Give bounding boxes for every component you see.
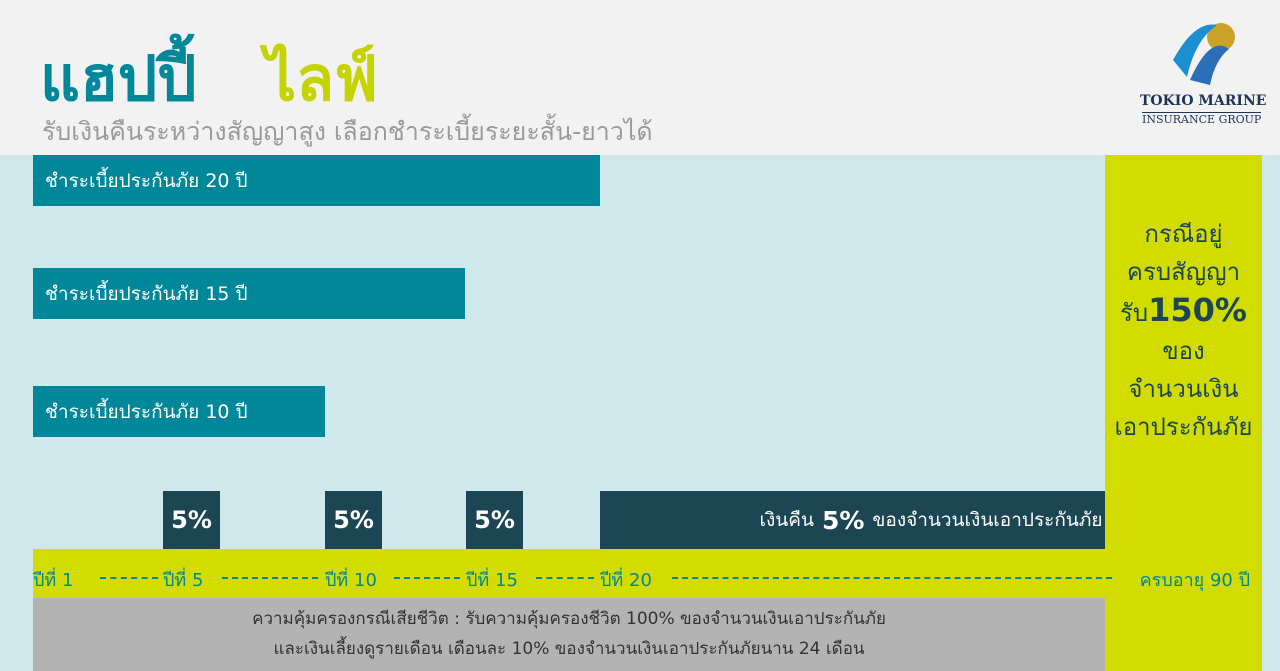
payment-bar: ชำระเบี้ยประกันภัย 10 ปี [33, 386, 325, 437]
maturity-line: เอาประกันภัย [1114, 413, 1253, 441]
death-benefit: ความคุ้มครองกรณีเสียชีวิต : รับความคุ้มค… [33, 598, 1105, 671]
payment-bar: ชำระเบี้ยประกันภัย 20 ปี [33, 155, 600, 206]
maturity-line: ครบสัญญา [1126, 258, 1241, 286]
death-benefit-line: และเงินเลี้ยงดูรายเดือน เดือนละ 10% ของจ… [273, 639, 865, 659]
logo-mark [1173, 23, 1235, 85]
dash [222, 577, 318, 579]
timeline-label: ครบอายุ 90 ปี [1139, 570, 1250, 591]
payout-box: 5% [163, 491, 220, 549]
title: ไลฟ์ [265, 42, 379, 115]
header [0, 0, 1280, 155]
death-benefit-line: ความคุ้มครองกรณีเสียชีวิต : รับความคุ้มค… [252, 609, 886, 629]
payout-text: ของจำนวนเงินเอาประกันภัย [872, 509, 1103, 531]
title: แฮปปี้ [40, 42, 197, 115]
maturity-line: รับ150% [1105, 291, 1262, 332]
dash [536, 577, 594, 579]
dash [394, 577, 460, 579]
maturity-line: กรณีอยู่ [1144, 220, 1223, 248]
maturity-rate: 150% [1148, 291, 1247, 329]
maturity-line: ของ [1162, 337, 1205, 365]
logo-text: INSURANCE GROUP [1142, 112, 1262, 126]
maturity-text: กรณีอยู่ ครบสัญญา รับ150% ของ จำนวนเงิน … [1105, 215, 1262, 446]
timeline-strip [33, 549, 1262, 598]
timeline-label: ปีที่ 15 [466, 570, 518, 591]
payout-text: เงินคืน [759, 509, 814, 531]
payout-box: 5% [466, 491, 523, 549]
payout-box: 5% [325, 491, 382, 549]
dash [100, 577, 158, 579]
payout-rate: 5% [821, 505, 865, 535]
maturity-line: จำนวนเงิน [1128, 375, 1239, 403]
subtitle: รับเงินคืนระหว่างสัญญาสูง เลือกชำระเบี้ย… [42, 117, 653, 146]
timeline-label: ปีที่ 1 [33, 570, 74, 591]
timeline-label: ปีที่ 5 [163, 570, 204, 591]
dash [672, 577, 1112, 579]
timeline-label: ปีที่ 10 [325, 570, 377, 591]
maturity-prefix: รับ [1120, 299, 1149, 327]
logo-text: TOKIO MARINE [1140, 93, 1267, 109]
timeline-label: ปีที่ 20 [600, 570, 652, 591]
payment-bar: ชำระเบี้ยประกันภัย 15 ปี [33, 268, 465, 319]
